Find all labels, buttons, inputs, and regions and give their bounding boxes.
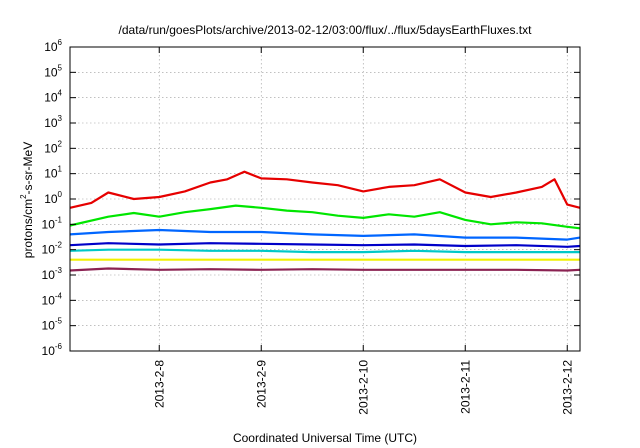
x-axis-ticks: 2013-2-8 2013-2-9 2013-2-10 2013-2-11 2013-2… <box>152 47 574 415</box>
series-line-3 <box>69 228 581 241</box>
y-tick-label: 106 <box>44 38 62 54</box>
chart-title: /data/run/goesPlots/archive/2013-02-12/0… <box>119 23 533 37</box>
y-tick-label: 10-6 <box>42 342 63 358</box>
y-axis-ticks: 10-6 10-5 10-4 10-3 10-2 10-1 100 101 102 103 104 1… <box>42 38 580 358</box>
x-tick-label: 2013-2-10 <box>356 360 370 415</box>
y-tick-label: 104 <box>44 89 62 105</box>
x-tick-label: 2013-2-9 <box>254 360 268 408</box>
x-tick-label: 2013-2-11 <box>458 360 472 414</box>
y-tick-label: 10-1 <box>42 215 63 231</box>
series-line-4 <box>69 242 581 248</box>
y-tick-label: 10-3 <box>42 266 63 282</box>
y-tick-label: 10-2 <box>42 241 63 257</box>
series-line-7 <box>69 267 581 272</box>
series-line-5 <box>69 248 580 254</box>
y-tick-label: 101 <box>44 165 62 181</box>
y-tick-label: 103 <box>44 114 62 130</box>
series-line-1 <box>69 170 581 209</box>
y-tick-label: 105 <box>44 63 62 79</box>
series-lines <box>69 170 581 272</box>
x-tick-label: 2013-2-8 <box>152 360 166 408</box>
y-tick-label: 10-5 <box>42 317 63 333</box>
y-tick-label: 100 <box>44 190 62 206</box>
series-line-2 <box>69 204 581 230</box>
y-axis-label: protons/cm2-s-sr-MeV <box>19 142 35 258</box>
x-tick-label: 2013-2-12 <box>560 360 574 415</box>
y-tick-label: 102 <box>44 139 62 155</box>
x-axis-label: Coordinated Universal Time (UTC) <box>233 431 417 445</box>
y-tick-label: 10-4 <box>42 291 63 307</box>
